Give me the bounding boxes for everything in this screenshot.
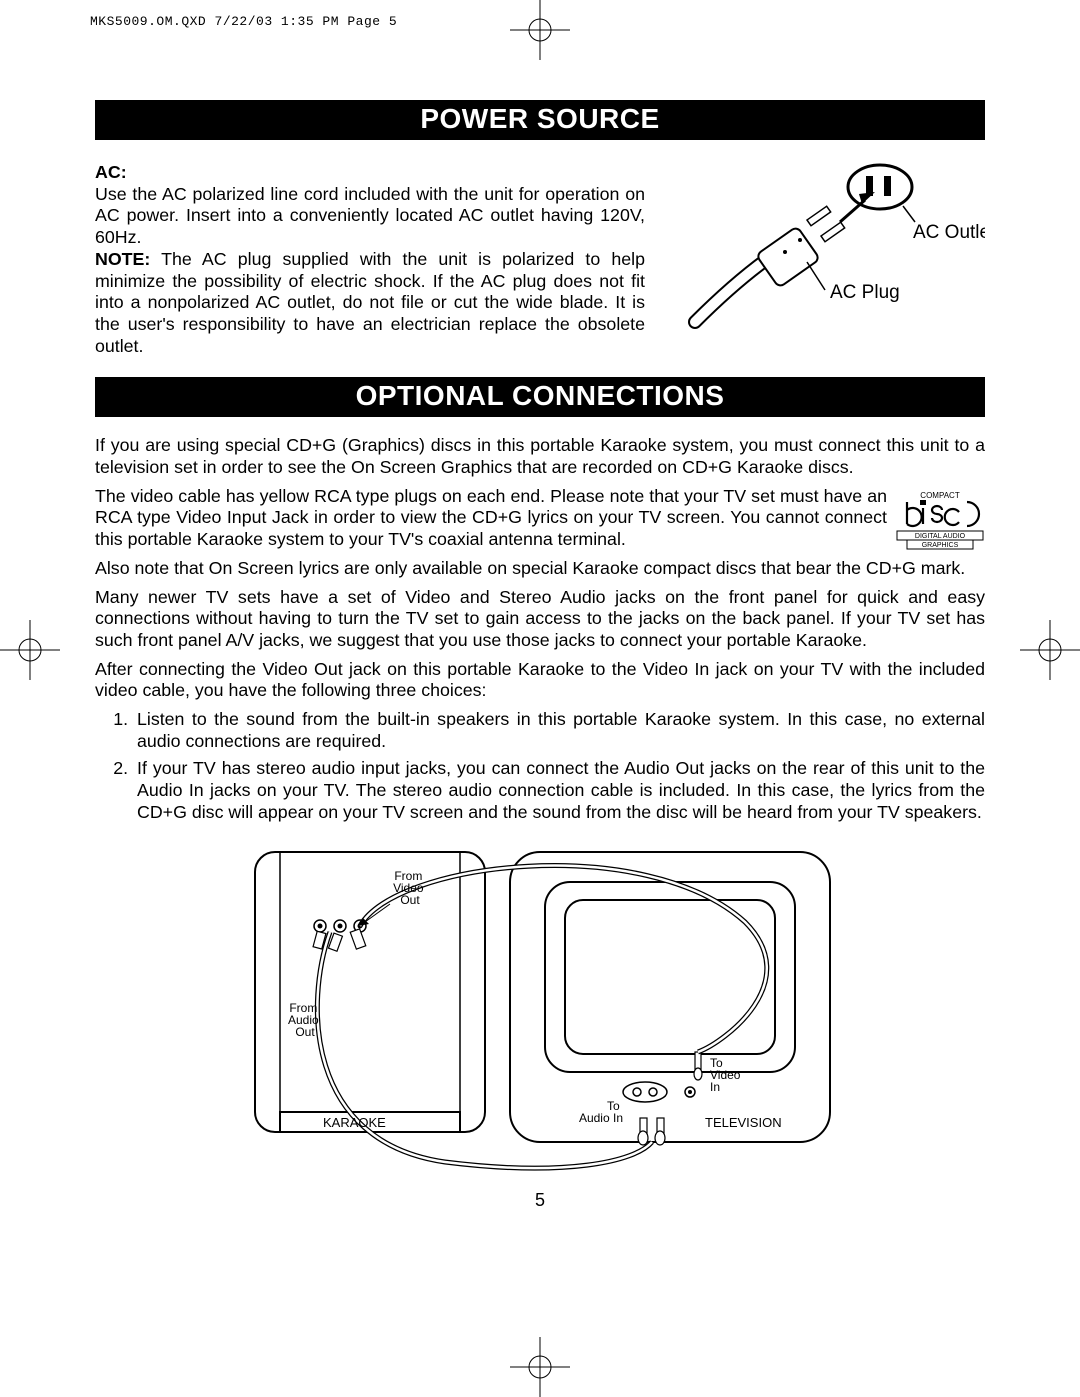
power-para-1: Use the AC polarized line cord included … bbox=[95, 184, 645, 247]
section-title-power-source: POWER SOURCE bbox=[95, 100, 985, 140]
section-title-optional-connections: OPTIONAL CONNECTIONS bbox=[95, 377, 985, 417]
power-para-2: NOTE: The AC plug supplied with the unit… bbox=[95, 249, 645, 356]
page-number: 5 bbox=[95, 1190, 985, 1212]
registration-mark-right bbox=[1020, 620, 1080, 680]
print-header-meta: MKS5009.OM.QXD 7/22/03 1:35 PM Page 5 bbox=[90, 14, 397, 29]
connection-diagram: From Video Out From Audio Out To Video I… bbox=[245, 842, 835, 1172]
ac-plug-label: AC Plug bbox=[830, 282, 900, 303]
registration-mark-bottom bbox=[510, 1337, 570, 1397]
optional-para-2: The video cable has yellow RCA type plug… bbox=[95, 486, 985, 551]
ac-outlet-label: AC Outlet bbox=[913, 222, 985, 243]
ac-heading: AC: bbox=[95, 162, 127, 182]
optional-para-5: After connecting the Video Out jack on t… bbox=[95, 659, 985, 702]
svg-text:COMPACT: COMPACT bbox=[920, 491, 960, 500]
optional-para-4: Many newer TV sets have a set of Video a… bbox=[95, 587, 985, 652]
ac-plug-diagram: AC Outlet AC Plug bbox=[655, 162, 985, 322]
svg-text:GRAPHICS: GRAPHICS bbox=[922, 542, 959, 549]
svg-text:DIGITAL AUDIO: DIGITAL AUDIO bbox=[915, 533, 966, 540]
optional-para-1: If you are using special CD+G (Graphics)… bbox=[95, 435, 985, 478]
optional-para-3: Also note that On Screen lyrics are only… bbox=[95, 558, 985, 580]
choice-2: If your TV has stereo audio input jacks,… bbox=[133, 758, 985, 823]
choices-list: Listen to the sound from the built-in sp… bbox=[111, 709, 985, 824]
cdg-logo: COMPACT DIGITAL AUDIO GRAPH bbox=[895, 488, 985, 558]
svg-text:TELEVISION: TELEVISION bbox=[705, 1115, 782, 1130]
power-source-text: AC: Use the AC polarized line cord inclu… bbox=[95, 162, 645, 357]
choice-1: Listen to the sound from the built-in sp… bbox=[133, 709, 985, 752]
registration-mark-top bbox=[510, 0, 570, 60]
svg-text:KARAOKE: KARAOKE bbox=[323, 1115, 386, 1130]
registration-mark-left bbox=[0, 620, 60, 680]
